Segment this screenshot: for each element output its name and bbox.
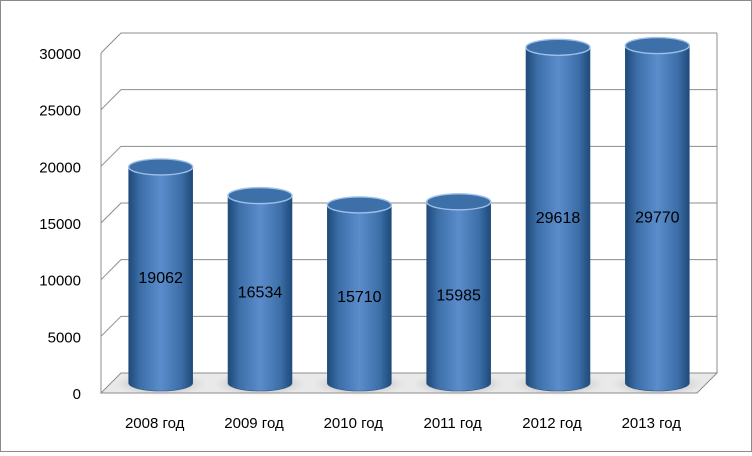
bar-cylinder-body bbox=[128, 166, 193, 392]
gridline bbox=[100, 89, 717, 111]
bar-cylinder-top bbox=[525, 38, 591, 57]
data-label: 15985 bbox=[436, 287, 481, 304]
x-tick-label: 2013 год bbox=[622, 415, 682, 432]
y-tick-label: 30000 bbox=[39, 46, 81, 63]
gridline bbox=[100, 32, 717, 54]
gridline bbox=[100, 259, 717, 281]
y-tick-label: 20000 bbox=[39, 159, 81, 176]
y-tick-label: 0 bbox=[73, 386, 81, 403]
bars bbox=[114, 36, 704, 396]
gridline bbox=[100, 145, 717, 167]
y-tick-label: 25000 bbox=[39, 103, 81, 120]
x-tick-label: 2011 год bbox=[423, 415, 482, 432]
bar-cylinder-body bbox=[227, 195, 293, 392]
x-tick-label: 2008 год bbox=[125, 415, 185, 432]
bar-cylinder-top bbox=[227, 186, 293, 205]
bar-cylinder-body bbox=[525, 47, 591, 392]
x-tick-label: 2012 год bbox=[522, 415, 582, 432]
bar-cylinder-top bbox=[127, 158, 194, 176]
gridline bbox=[100, 315, 717, 337]
data-label: 29770 bbox=[635, 209, 680, 226]
bar-cylinder-body bbox=[625, 45, 690, 392]
y-tick-label: 15000 bbox=[39, 216, 81, 233]
bar-cylinder-body bbox=[327, 204, 392, 392]
data-label: 19062 bbox=[138, 270, 183, 287]
bar-cylinder-top bbox=[425, 193, 492, 211]
bar-cylinder-top bbox=[326, 196, 393, 214]
bar-cylinder-top bbox=[624, 36, 691, 55]
bar-cylinder-body bbox=[426, 201, 491, 392]
gridlines bbox=[100, 32, 718, 393]
x-tick-label: 2010 год bbox=[324, 415, 384, 432]
data-labels: 19062 16534 15710 15985 29618 29770 bbox=[138, 209, 679, 306]
data-label: 15710 bbox=[337, 289, 382, 306]
x-tick-label: 2009 год bbox=[224, 415, 284, 432]
data-label: 16534 bbox=[238, 284, 283, 301]
x-axis-tick-labels: 2008 год 2009 год 2010 год 2011 год 2012 год… bbox=[125, 415, 681, 432]
y-tick-label: 10000 bbox=[39, 273, 81, 290]
y-axis-tick-labels: 0 5000 10000 15000 20000 25000 30000 bbox=[39, 46, 81, 403]
y-tick-label: 5000 bbox=[48, 329, 81, 346]
gridline bbox=[100, 202, 717, 224]
data-label: 29618 bbox=[536, 210, 581, 227]
